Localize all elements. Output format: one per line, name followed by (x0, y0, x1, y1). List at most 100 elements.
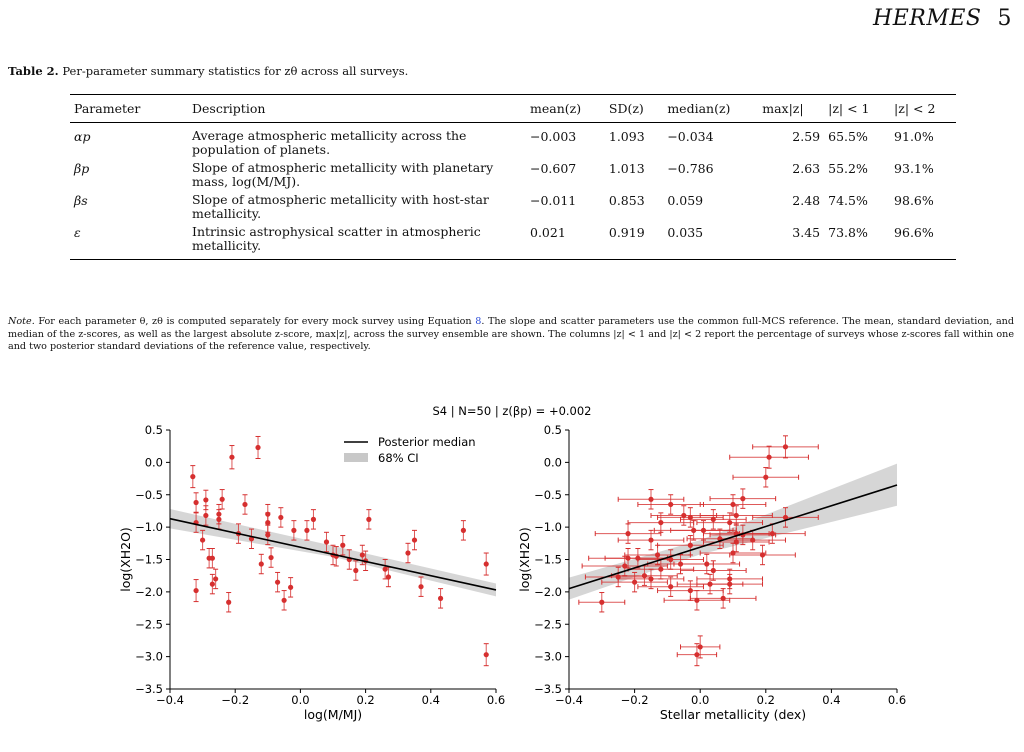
equation-link[interactable]: 8 (475, 316, 482, 327)
y-tick-label: −2.0 (534, 585, 562, 599)
point-marker (625, 555, 631, 561)
data-point (594, 523, 662, 544)
point-marker (385, 574, 392, 580)
data-point (291, 520, 297, 541)
point-marker (648, 496, 654, 502)
data-point (696, 512, 764, 533)
desc-cell: Slope of atmospheric metallicity with pl… (192, 160, 494, 189)
point-marker (710, 516, 716, 522)
point-marker (203, 512, 209, 519)
y-tick-label: −3.5 (135, 682, 163, 696)
point-marker (460, 527, 466, 533)
data-point (405, 542, 411, 564)
point-marker (625, 531, 631, 537)
point-marker (759, 552, 766, 558)
panel-mass: −0.4 −0.2 0.0 0.2 0.4 0.6 −3.5 −3.0 −2.5 −2.0 −1.5… (118, 423, 505, 722)
median-cell: −0.034 (667, 129, 714, 144)
point-marker (632, 579, 638, 585)
point-marker (310, 516, 317, 522)
point-marker (782, 444, 789, 450)
data-point (323, 531, 330, 553)
y-tick-label: −3.0 (135, 650, 163, 664)
point-marker (340, 542, 346, 548)
point-marker (720, 595, 726, 601)
y-tick-label: −1.5 (534, 553, 562, 567)
point-marker (622, 563, 628, 569)
y-tick-label: −3.0 (534, 650, 562, 664)
point-marker (255, 444, 261, 451)
max-cell: 2.59 (792, 129, 821, 144)
data-point (624, 544, 691, 566)
data-point (719, 529, 786, 551)
data-point (219, 489, 225, 510)
y-tick-label: −2.0 (135, 585, 163, 599)
point-marker (190, 474, 196, 480)
data-point (242, 494, 248, 515)
y-tick-label: 0.5 (145, 423, 163, 437)
posterior-median-line (568, 484, 898, 590)
col-mean: mean(z) (526, 94, 605, 123)
data-point (193, 492, 199, 513)
point-marker (687, 514, 693, 521)
data-point (680, 635, 721, 659)
point-marker (730, 550, 736, 556)
max-cell: 2.48 (792, 193, 821, 208)
table-row: ε Intrinsic astrophysical scatter in atm… (70, 223, 956, 260)
mean-cell: −0.011 (530, 193, 577, 208)
sd-cell: 0.853 (608, 193, 645, 208)
table-caption-text: Per-parameter summary statistics for zθ … (62, 64, 409, 78)
point-marker (658, 566, 664, 572)
point-marker (359, 552, 365, 558)
data-point (203, 505, 209, 526)
point-marker (291, 527, 297, 533)
max-cell: 2.63 (792, 161, 821, 176)
data-point (255, 435, 261, 459)
point-marker (697, 644, 703, 650)
point-marker (200, 537, 206, 543)
y-tick-label: 0.5 (544, 423, 562, 437)
y-axis-label: log(XH2O) (517, 527, 532, 592)
desc-cell: Average atmospheric metallicity across t… (192, 128, 467, 157)
y-tick-label: −0.5 (534, 488, 562, 502)
point-marker (727, 581, 733, 587)
point-marker (193, 499, 199, 506)
y-tick-label: −1.0 (534, 520, 562, 534)
data-point (418, 576, 424, 597)
col-sd: SD(z) (604, 94, 664, 123)
data-point (617, 529, 685, 551)
point-marker (366, 516, 372, 522)
data-point (673, 553, 741, 575)
data-point (366, 509, 372, 530)
x-tick-label: 0.0 (691, 693, 709, 707)
mean-cell: −0.003 (530, 129, 577, 144)
x-tick-label: 0.0 (291, 693, 309, 707)
point-marker (641, 573, 648, 579)
data-point (209, 573, 215, 595)
point-marker (216, 511, 222, 517)
median-cell: 0.059 (667, 193, 704, 208)
data-point (411, 529, 418, 551)
point-marker (648, 576, 654, 582)
col-parameter: Parameter (70, 94, 188, 123)
lt1-cell: 74.5% (828, 193, 868, 208)
point-marker (213, 576, 219, 582)
data-point (627, 512, 695, 533)
point-marker (782, 514, 789, 521)
y-axis-label: log(XH2O) (118, 527, 133, 592)
point-marker (242, 501, 248, 508)
point-marker (437, 595, 444, 601)
data-point (588, 547, 668, 569)
data-point (340, 535, 346, 556)
lt2-cell: 96.6% (890, 223, 956, 260)
legend-ci-swatch (344, 453, 368, 462)
data-point (258, 553, 264, 575)
point-marker (704, 561, 710, 567)
data-point (637, 494, 704, 515)
data-point (226, 592, 232, 613)
note-label: Note. (8, 316, 35, 327)
y-tick-label: 0.0 (145, 455, 163, 469)
data-point (288, 577, 294, 598)
desc-cell: Intrinsic astrophysical scatter in atmos… (188, 223, 526, 260)
data-point (265, 503, 271, 525)
data-point (190, 465, 196, 489)
